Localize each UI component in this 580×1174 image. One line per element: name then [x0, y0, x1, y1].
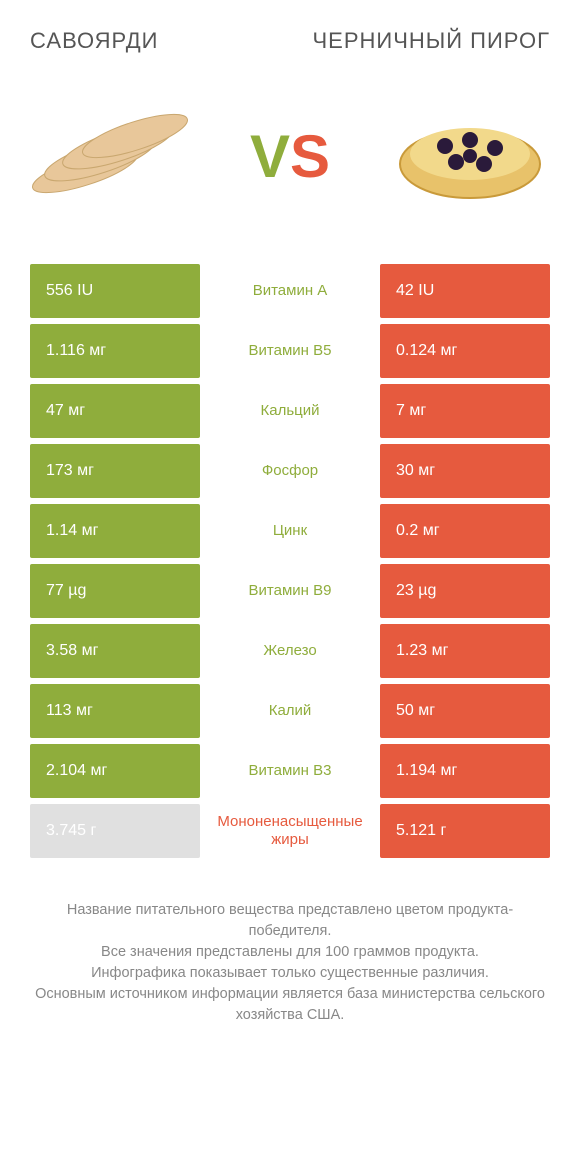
- footer-line: Все значения представлены для 100 граммо…: [26, 942, 554, 963]
- vs-label: VS: [250, 122, 330, 191]
- footer-notes: Название питательного вещества представл…: [0, 864, 580, 1026]
- nutrient-label: Витамин B9: [200, 564, 380, 618]
- right-value: 1.23 мг: [380, 624, 550, 678]
- left-value: 2.104 мг: [30, 744, 200, 798]
- nutrient-label: Кальций: [200, 384, 380, 438]
- nutrient-label: Витамин B5: [200, 324, 380, 378]
- table-row: 1.116 мг Витамин B5 0.124 мг: [30, 324, 550, 378]
- right-value: 30 мг: [380, 444, 550, 498]
- footer-line: Название питательного вещества представл…: [26, 900, 554, 942]
- hero-row: VS: [0, 64, 580, 264]
- table-row: 47 мг Кальций 7 мг: [30, 384, 550, 438]
- title-right: ЧЕРНИЧНЫЙ ПИРОГ: [290, 28, 550, 54]
- nutrient-label: Железо: [200, 624, 380, 678]
- title-left: САВОЯРДИ: [30, 28, 290, 54]
- left-value: 47 мг: [30, 384, 200, 438]
- right-value: 7 мг: [380, 384, 550, 438]
- nutrient-label: Калий: [200, 684, 380, 738]
- right-value: 0.124 мг: [380, 324, 550, 378]
- table-row: 1.14 мг Цинк 0.2 мг: [30, 504, 550, 558]
- left-value: 3.745 г: [30, 804, 200, 858]
- table-row: 3.745 г Мононенасыщенные жиры 5.121 г: [30, 804, 550, 858]
- left-value: 1.116 мг: [30, 324, 200, 378]
- ladyfingers-icon: [30, 91, 190, 221]
- nutrient-label: Мононенасыщенные жиры: [200, 804, 380, 858]
- footer-line: Основным источником информации является …: [26, 984, 554, 1026]
- table-row: 173 мг Фосфор 30 мг: [30, 444, 550, 498]
- right-value: 0.2 мг: [380, 504, 550, 558]
- footer-line: Инфографика показывает только существенн…: [26, 963, 554, 984]
- table-row: 77 µg Витамин B9 23 µg: [30, 564, 550, 618]
- right-value: 1.194 мг: [380, 744, 550, 798]
- left-value: 1.14 мг: [30, 504, 200, 558]
- left-value: 113 мг: [30, 684, 200, 738]
- vs-v: V: [250, 123, 290, 190]
- left-value: 77 µg: [30, 564, 200, 618]
- right-value: 23 µg: [380, 564, 550, 618]
- vs-s: S: [290, 123, 330, 190]
- right-value: 5.121 г: [380, 804, 550, 858]
- table-row: 2.104 мг Витамин B3 1.194 мг: [30, 744, 550, 798]
- comparison-table: 556 IU Витамин A 42 IU 1.116 мг Витамин …: [0, 264, 580, 858]
- nutrient-label: Цинк: [200, 504, 380, 558]
- nutrient-label: Витамин A: [200, 264, 380, 318]
- nutrient-label: Витамин B3: [200, 744, 380, 798]
- table-row: 556 IU Витамин A 42 IU: [30, 264, 550, 318]
- table-row: 3.58 мг Железо 1.23 мг: [30, 624, 550, 678]
- left-value: 3.58 мг: [30, 624, 200, 678]
- nutrient-label: Фосфор: [200, 444, 380, 498]
- left-value: 173 мг: [30, 444, 200, 498]
- right-value: 42 IU: [380, 264, 550, 318]
- table-row: 113 мг Калий 50 мг: [30, 684, 550, 738]
- left-value: 556 IU: [30, 264, 200, 318]
- header: САВОЯРДИ ЧЕРНИЧНЫЙ ПИРОГ: [0, 0, 580, 64]
- blueberry-pie-icon: [390, 91, 550, 221]
- right-value: 50 мг: [380, 684, 550, 738]
